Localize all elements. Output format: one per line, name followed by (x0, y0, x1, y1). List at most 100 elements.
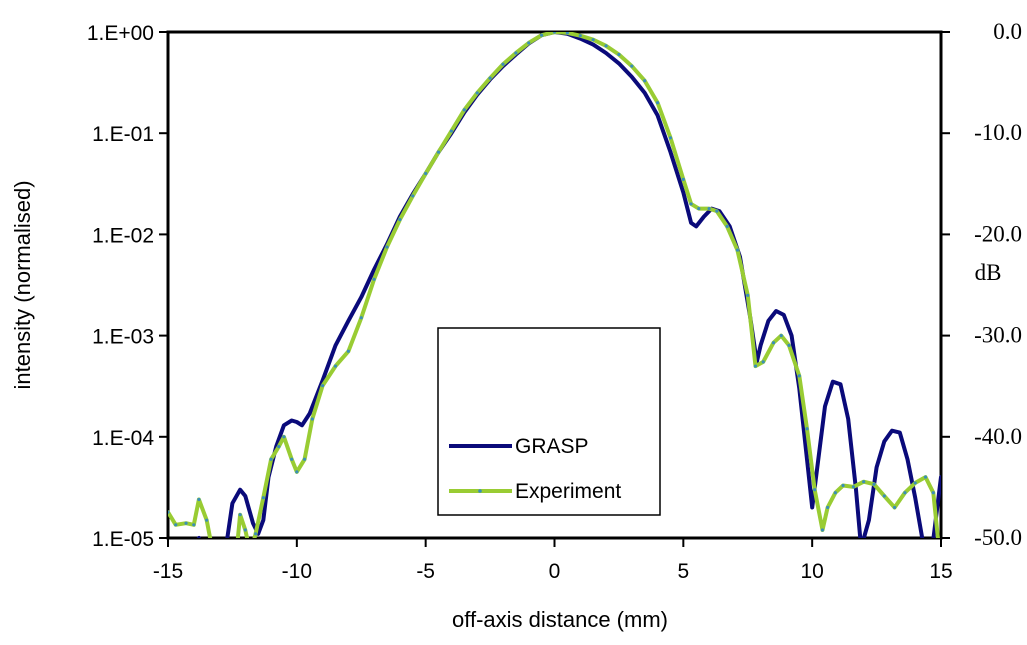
data-point-experiment (833, 491, 837, 495)
data-point-experiment (233, 567, 236, 570)
data-point-experiment (540, 33, 544, 37)
data-point-experiment (715, 209, 719, 213)
data-point-experiment (277, 445, 281, 449)
series-line-experiment (168, 32, 940, 538)
data-point-experiment (527, 41, 531, 45)
data-point-experiment (826, 505, 830, 510)
data-point-experiment (226, 567, 229, 570)
data-point-experiment (725, 224, 729, 228)
legend-marker-experiment (478, 489, 482, 493)
legend-label-experiment: Experiment (515, 480, 621, 503)
data-point-experiment (578, 34, 582, 38)
data-point-experiment (243, 528, 247, 532)
data-point-experiment (689, 202, 693, 206)
data-point-experiment (254, 532, 258, 536)
data-point-experiment (630, 64, 634, 68)
data-point-experiment (213, 559, 216, 562)
x-axis-ticks: -15 -10 -5 0 5 10 15 (153, 538, 953, 583)
data-point-experiment (771, 341, 776, 345)
data-point-experiment (436, 150, 441, 154)
data-point-experiment (488, 76, 492, 80)
y2-tick-label: -10.0 (974, 120, 1022, 145)
x-axis-title: off-axis distance (mm) (452, 607, 668, 632)
data-point-experiment (872, 482, 876, 486)
y2-tick-label: -30.0 (974, 323, 1022, 348)
y2-axis-title: dB (975, 260, 1002, 285)
data-point-experiment (746, 293, 750, 297)
data-point-experiment (655, 101, 660, 105)
data-point-experiment (398, 218, 402, 222)
data-point-experiment (604, 44, 608, 48)
data-point-experiment (221, 567, 224, 570)
data-point-experiment (321, 384, 325, 388)
x-tick-label: 5 (677, 560, 689, 583)
series-layer (168, 32, 941, 570)
x-tick-label: -15 (153, 560, 183, 583)
data-point-experiment (779, 334, 783, 338)
data-point-experiment (174, 523, 178, 527)
data-point-experiment (359, 316, 363, 320)
y-axis-ticks: 1.E-05 1.E-04 1.E-03 1.E-02 1.E-01 1.E+00 (87, 22, 168, 551)
data-point-experiment (168, 510, 170, 514)
y-tick-label: 1.E-01 (92, 123, 154, 146)
data-point-experiment (552, 32, 557, 34)
x-tick-label: -5 (416, 560, 435, 583)
data-point-experiment (761, 360, 765, 364)
data-point-experiment (282, 435, 286, 439)
data-point-experiment (735, 248, 740, 252)
data-point-experiment (697, 206, 701, 211)
legend-box (437, 327, 661, 516)
data-point-experiment (820, 528, 825, 532)
x-tick-label: -10 (282, 560, 312, 583)
data-point-experiment (295, 470, 299, 474)
data-point-experiment (913, 481, 917, 485)
data-point-experiment (192, 523, 196, 527)
y2-axis-ticks: -50.0 -40.0 -30.0 -20.0 -10.0 0.0 (941, 19, 1022, 550)
data-point-experiment (449, 129, 454, 133)
data-point-experiment (184, 521, 188, 525)
x-tick-label: 10 (800, 560, 823, 583)
data-point-experiment (805, 427, 809, 431)
data-point-experiment (411, 194, 415, 198)
series-line-grasp (196, 32, 941, 538)
data-point-experiment (501, 62, 505, 66)
legend: GRASP Experiment (437, 327, 661, 516)
data-point-experiment (787, 343, 791, 348)
y-tick-label: 1.E-05 (92, 528, 154, 551)
data-point-experiment (893, 505, 897, 510)
data-point-experiment (197, 497, 201, 502)
x-tick-label: 15 (929, 560, 952, 583)
legend-label-grasp: GRASP (515, 435, 589, 458)
y-axis-title: intensity (normalised) (10, 180, 35, 389)
data-point-experiment (385, 245, 389, 249)
data-point-experiment (851, 485, 855, 489)
data-point-experiment (514, 51, 518, 55)
data-point-experiment (931, 491, 935, 495)
y-tick-label: 1.E-03 (92, 326, 154, 349)
y2-tick-label: -50.0 (974, 525, 1022, 550)
data-point-experiment (333, 364, 338, 368)
data-point-experiment (753, 364, 758, 368)
data-point-experiment (205, 518, 209, 522)
y2-tick-label: 0.0 (993, 19, 1022, 44)
data-point-experiment (462, 108, 466, 112)
data-point-experiment (923, 475, 928, 479)
data-point-experiment (903, 491, 907, 495)
data-point-experiment (813, 488, 817, 492)
y2-tick-label: -20.0 (974, 221, 1022, 246)
data-point-experiment (681, 177, 685, 181)
data-point-experiment (565, 32, 569, 35)
data-point-experiment (424, 171, 428, 176)
data-point-experiment (882, 494, 886, 498)
data-point-experiment (346, 349, 350, 353)
y-tick-label: 1.E-02 (92, 224, 154, 247)
data-point-experiment (862, 480, 866, 484)
y2-tick-label: -40.0 (974, 424, 1022, 449)
y-tick-label: 1.E-04 (92, 427, 154, 450)
data-point-experiment (269, 457, 273, 461)
data-point-experiment (302, 457, 307, 461)
x-tick-label: 0 (549, 560, 561, 583)
data-point-experiment (249, 552, 252, 555)
data-point-experiment (797, 374, 801, 378)
